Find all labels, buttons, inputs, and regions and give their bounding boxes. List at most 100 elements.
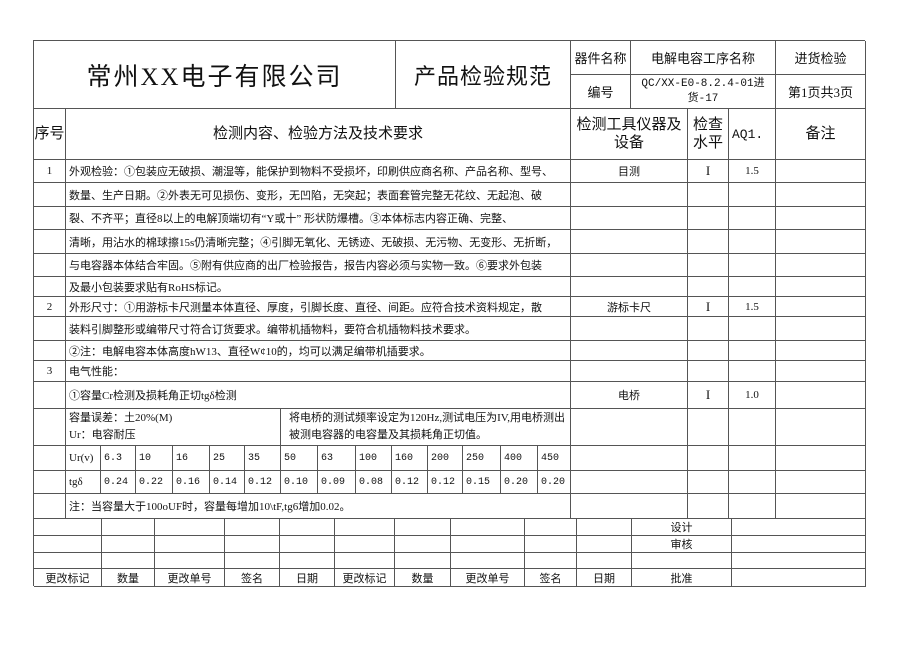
ur-value: 100 xyxy=(356,446,392,471)
ur-value: 400 xyxy=(501,446,538,471)
column-header-level: 检查水平 xyxy=(688,109,729,160)
ur-value: 10 xyxy=(136,446,173,471)
tg-label: tgδ xyxy=(66,471,101,494)
ur-value: 6.3 xyxy=(101,446,136,471)
inspection-spec-sheet: 常州XX电子有限公司 产品检验规范 器件名称 电解电容工序名称 进货检验 编号 … xyxy=(33,40,866,587)
signoff-cell xyxy=(525,536,577,553)
change-record-label: 签名 xyxy=(525,569,577,587)
signoff-cell xyxy=(732,519,866,536)
signoff-cell xyxy=(225,519,280,536)
tool-cell xyxy=(571,471,688,494)
level-cell xyxy=(688,254,729,277)
test-method-text: 将电桥的测试频率设定为120Hz,测试电压为IV,用电桥测出被测电容器的电容量及… xyxy=(281,409,571,446)
signoff-cell xyxy=(102,536,155,553)
content-line: ②注：电解电容本体高度hW13、直径W¢10的，均可以满足编带机插要求。 xyxy=(66,341,571,361)
content-line: 清晰，用沾水的棉球擦15s仍清晰完整；④引脚无氧化、无锈迹、无破损、无污物、无变… xyxy=(66,230,571,254)
device-name-label: 器件名称 xyxy=(571,41,631,75)
seq-cell xyxy=(34,471,66,494)
change-record-label: 日期 xyxy=(280,569,335,587)
content-line: 装料引脚整形或编带尺寸符合订货要求。编带机插物料，要符合机插物料技术要求。 xyxy=(66,317,571,341)
seq-cell xyxy=(34,409,66,446)
aql-cell xyxy=(729,254,776,277)
aql-cell xyxy=(729,446,776,471)
electrical-note: 注：当容量大于100oUF时，容量每增加10\tF,tg6增加0.02。 xyxy=(66,494,571,519)
tool-cell xyxy=(571,361,688,382)
aql-cell xyxy=(729,409,776,446)
seq-cell: 1 xyxy=(34,160,66,183)
signoff-cell xyxy=(155,536,225,553)
remark-cell xyxy=(776,254,866,277)
column-header-tools: 检测工具仪器及设备 xyxy=(571,109,688,160)
aql-cell xyxy=(729,183,776,207)
aql-cell xyxy=(729,471,776,494)
remark-cell xyxy=(776,446,866,471)
device-name-value: 电解电容工序名称 xyxy=(631,41,776,75)
signoff-cell xyxy=(335,519,395,536)
change-record-label: 签名 xyxy=(225,569,280,587)
seq-cell xyxy=(34,277,66,297)
change-record-label: 更改单号 xyxy=(451,569,525,587)
signoff-cell xyxy=(155,553,225,569)
level-cell xyxy=(688,446,729,471)
signoff-cell xyxy=(451,519,525,536)
signoff-cell xyxy=(451,536,525,553)
tg-value: 0.16 xyxy=(173,471,210,494)
signoff-cell xyxy=(280,553,335,569)
change-record-label: 数量 xyxy=(395,569,451,587)
signoff-cell xyxy=(102,553,155,569)
level-cell xyxy=(688,471,729,494)
tool-cell xyxy=(571,230,688,254)
tool-cell xyxy=(571,409,688,446)
aql-cell: 1.0 xyxy=(729,382,776,409)
signoff-cell xyxy=(395,553,451,569)
ur-label: Ur(v) xyxy=(66,446,101,471)
remark-cell xyxy=(776,382,866,409)
content-line: 外观检验：①包装应无破损、潮湿等，能保护到物料不受损坏，印刷供应商名称、产品名称… xyxy=(66,160,571,183)
tg-value: 0.09 xyxy=(318,471,356,494)
tg-value: 0.12 xyxy=(245,471,281,494)
ur-value: 160 xyxy=(392,446,428,471)
level-cell xyxy=(688,230,729,254)
code-value: QC/XX-E0-8.2.4-01进货-17 xyxy=(631,75,776,109)
tg-value: 0.08 xyxy=(356,471,392,494)
tool-cell xyxy=(571,494,688,519)
ur-value: 450 xyxy=(538,446,571,471)
signoff-cell xyxy=(225,536,280,553)
content-line: 电气性能： xyxy=(66,361,571,382)
process-value: 进货检验 xyxy=(776,41,866,75)
signoff-cell xyxy=(34,553,102,569)
column-header-aql: AQ1. xyxy=(729,109,776,160)
remark-cell xyxy=(776,341,866,361)
remark-cell xyxy=(776,471,866,494)
level-cell: I xyxy=(688,297,729,317)
company-name: 常州XX电子有限公司 xyxy=(34,41,396,109)
tg-value: 0.24 xyxy=(101,471,136,494)
level-cell xyxy=(688,409,729,446)
tool-cell xyxy=(571,341,688,361)
remark-cell xyxy=(776,317,866,341)
signoff-cell xyxy=(732,569,866,587)
tool-cell: 电桥 xyxy=(571,382,688,409)
signoff-cell xyxy=(335,536,395,553)
change-record-label: 更改单号 xyxy=(155,569,225,587)
content-line: 外形尺寸：①用游标卡尺测量本体直径、厚度，引脚长度、直径、间距。应符合技术资料规… xyxy=(66,297,571,317)
seq-cell xyxy=(34,183,66,207)
aql-cell xyxy=(729,361,776,382)
column-header-remark: 备注 xyxy=(776,109,866,160)
seq-cell xyxy=(34,207,66,230)
ur-value: 25 xyxy=(210,446,245,471)
remark-cell xyxy=(776,207,866,230)
tg-value: 0.12 xyxy=(392,471,428,494)
column-header-content: 检测内容、检验方法及技术要求 xyxy=(66,109,571,160)
content-line: 与电容器本体结合牢固。⑤附有供应商的出厂检验报告，报告内容必须与实物一致。⑥要求… xyxy=(66,254,571,277)
signoff-cell xyxy=(155,519,225,536)
level-cell: I xyxy=(688,160,729,183)
signoff-cell xyxy=(225,553,280,569)
remark-cell xyxy=(776,277,866,297)
seq-cell: 3 xyxy=(34,361,66,382)
signoff-cell xyxy=(577,553,632,569)
tolerance-cell: 容量误差：土20%(M) Ur：电容耐压 xyxy=(66,409,281,446)
aql-cell xyxy=(729,207,776,230)
seq-cell: 2 xyxy=(34,297,66,317)
tool-cell xyxy=(571,446,688,471)
